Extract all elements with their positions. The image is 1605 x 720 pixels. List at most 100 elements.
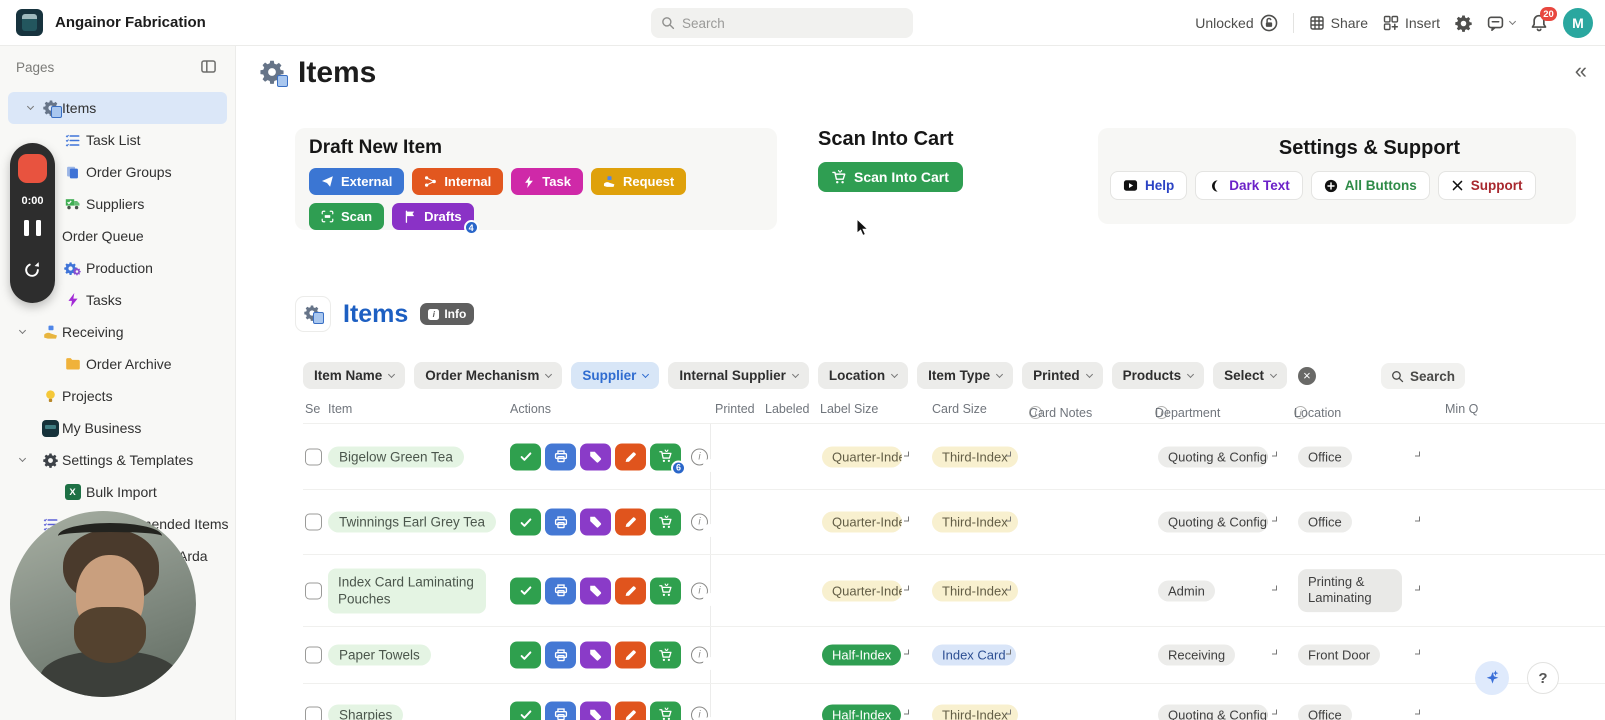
info-badge[interactable]: i Info bbox=[420, 303, 475, 325]
sidebar-item-items[interactable]: Items bbox=[8, 92, 227, 124]
info-icon[interactable]: i bbox=[1294, 406, 1307, 419]
location-pill[interactable]: Office bbox=[1298, 704, 1352, 720]
location-pill[interactable]: Office bbox=[1298, 446, 1352, 467]
filter-select[interactable]: Select bbox=[1213, 362, 1287, 389]
chevron-down-icon[interactable] bbox=[1006, 649, 1011, 655]
pause-recording-button[interactable] bbox=[24, 220, 41, 236]
sidebar-item-task-list[interactable]: Task List bbox=[0, 124, 235, 156]
location-pill[interactable]: Front Door bbox=[1298, 644, 1381, 666]
print-action-button[interactable] bbox=[545, 508, 576, 536]
filter-order-mechanism[interactable]: Order Mechanism bbox=[414, 362, 563, 389]
edit-action-button[interactable] bbox=[615, 577, 646, 604]
row-checkbox[interactable] bbox=[305, 706, 322, 720]
row-info-icon[interactable]: i bbox=[691, 448, 708, 465]
workspace-logo[interactable] bbox=[16, 9, 43, 36]
filter-products[interactable]: Products bbox=[1111, 362, 1205, 389]
chevron-down-icon[interactable] bbox=[1415, 585, 1420, 590]
check-action-button[interactable] bbox=[510, 443, 541, 470]
all-buttons-button[interactable]: All Buttons bbox=[1310, 171, 1430, 200]
global-search[interactable] bbox=[651, 8, 913, 38]
support-button[interactable]: Support bbox=[1437, 171, 1536, 200]
card-size-pill[interactable]: Index Card bbox=[932, 644, 1016, 666]
edit-action-button[interactable] bbox=[615, 508, 646, 536]
scan-into-cart-button[interactable]: Scan Into Cart bbox=[818, 162, 963, 192]
sidebar-item-settings-templates[interactable]: Settings & Templates bbox=[0, 444, 235, 476]
print-action-button[interactable] bbox=[545, 443, 576, 470]
chevron-down-icon[interactable] bbox=[1272, 649, 1277, 655]
label-size-pill[interactable]: Half-Index bbox=[822, 704, 902, 720]
row-info-icon[interactable]: i bbox=[691, 646, 708, 664]
row-info-icon[interactable]: i bbox=[691, 706, 708, 720]
filter-location[interactable]: Location bbox=[817, 362, 909, 389]
card-size-pill[interactable]: Third-Index bbox=[932, 704, 1018, 720]
item-name-pill[interactable]: Paper Towels bbox=[328, 644, 431, 666]
sidebar-item-bulk-import[interactable]: X Bulk Import bbox=[0, 476, 235, 508]
location-box[interactable]: Printing & Laminating bbox=[1298, 568, 1402, 613]
sidebar-item-production[interactable]: Production bbox=[0, 252, 235, 284]
card-size-pill[interactable]: Third-Index bbox=[932, 511, 1018, 533]
stop-recording-button[interactable] bbox=[18, 154, 47, 183]
chevron-down-icon[interactable] bbox=[1006, 585, 1011, 590]
filter-item-name[interactable]: Item Name bbox=[303, 362, 406, 389]
avatar[interactable]: M bbox=[1563, 8, 1593, 38]
row-info-icon[interactable]: i bbox=[691, 582, 708, 599]
help-button[interactable]: Help bbox=[1110, 171, 1188, 200]
label-action-button[interactable] bbox=[580, 577, 611, 604]
help-fab-button[interactable]: ? bbox=[1527, 662, 1559, 694]
sidebar-item-suppliers[interactable]: Suppliers bbox=[0, 188, 235, 220]
department-pill[interactable]: Quoting & Configur bbox=[1158, 446, 1268, 467]
chevron-down-icon[interactable] bbox=[904, 649, 909, 655]
row-checkbox[interactable] bbox=[305, 582, 322, 599]
print-action-button[interactable] bbox=[545, 701, 576, 720]
share-button[interactable]: Share bbox=[1309, 15, 1368, 31]
label-size-pill[interactable]: Quarter-Inde bbox=[822, 446, 902, 467]
sidebar-item-receiving[interactable]: Receiving bbox=[0, 316, 235, 348]
chevron-down-icon[interactable] bbox=[1415, 649, 1420, 655]
row-checkbox[interactable] bbox=[305, 646, 322, 664]
lock-status[interactable]: Unlocked bbox=[1195, 14, 1277, 32]
label-size-pill[interactable]: Half-Index bbox=[822, 644, 902, 666]
chevron-down-icon[interactable] bbox=[904, 585, 909, 590]
department-pill[interactable]: Quoting & Configur bbox=[1158, 704, 1268, 720]
chevron-down-icon[interactable] bbox=[1272, 585, 1277, 590]
edit-action-button[interactable] bbox=[615, 701, 646, 720]
filter-supplier[interactable]: Supplier bbox=[571, 362, 660, 389]
collapse-panel-icon[interactable]: « bbox=[1574, 58, 1587, 83]
edit-action-button[interactable] bbox=[615, 641, 646, 669]
chevron-down-icon[interactable] bbox=[1272, 516, 1277, 522]
label-size-pill[interactable]: Quarter-Inde bbox=[822, 511, 902, 533]
print-action-button[interactable] bbox=[545, 641, 576, 669]
chevron-down-icon[interactable] bbox=[1415, 451, 1420, 456]
row-checkbox[interactable] bbox=[305, 513, 322, 531]
print-action-button[interactable] bbox=[545, 577, 576, 604]
card-size-pill[interactable]: Third-Index bbox=[932, 580, 1018, 601]
search-input[interactable] bbox=[682, 15, 882, 31]
department-pill[interactable]: Receiving bbox=[1158, 644, 1236, 666]
collapse-sidebar-icon[interactable] bbox=[200, 58, 217, 80]
info-icon[interactable]: i bbox=[1155, 406, 1168, 419]
chevron-down-icon[interactable] bbox=[1415, 516, 1420, 522]
sidebar-item-my-business[interactable]: My Business bbox=[0, 412, 235, 444]
comments-button[interactable] bbox=[1487, 15, 1517, 32]
cart-action-button[interactable] bbox=[650, 508, 681, 536]
ai-assistant-button[interactable] bbox=[1475, 661, 1509, 695]
row-checkbox[interactable] bbox=[305, 448, 322, 465]
label-action-button[interactable] bbox=[580, 508, 611, 536]
chevron-down-icon[interactable] bbox=[1006, 451, 1011, 456]
chevron-down-icon[interactable] bbox=[1006, 516, 1011, 522]
card-size-pill[interactable]: Third-Index bbox=[932, 446, 1018, 467]
check-action-button[interactable] bbox=[510, 701, 541, 720]
chevron-down-icon[interactable] bbox=[1006, 709, 1011, 714]
drafts-button[interactable]: Drafts bbox=[392, 203, 474, 230]
item-name-pill[interactable]: Twinnings Earl Grey Tea bbox=[328, 511, 497, 533]
item-name-pill[interactable]: Bigelow Green Tea bbox=[328, 446, 464, 467]
sidebar-item-order-queue[interactable]: Order Queue bbox=[62, 228, 144, 244]
label-action-button[interactable] bbox=[580, 443, 611, 470]
request-button[interactable]: Request bbox=[590, 168, 687, 195]
external-button[interactable]: External bbox=[309, 168, 405, 195]
sidebar-item-tasks[interactable]: Tasks bbox=[0, 284, 235, 316]
insert-button[interactable]: Insert bbox=[1383, 15, 1440, 31]
row-info-icon[interactable]: i bbox=[691, 513, 708, 531]
internal-button[interactable]: Internal bbox=[412, 168, 504, 195]
sidebar-item-order-groups[interactable]: Order Groups bbox=[0, 156, 235, 188]
